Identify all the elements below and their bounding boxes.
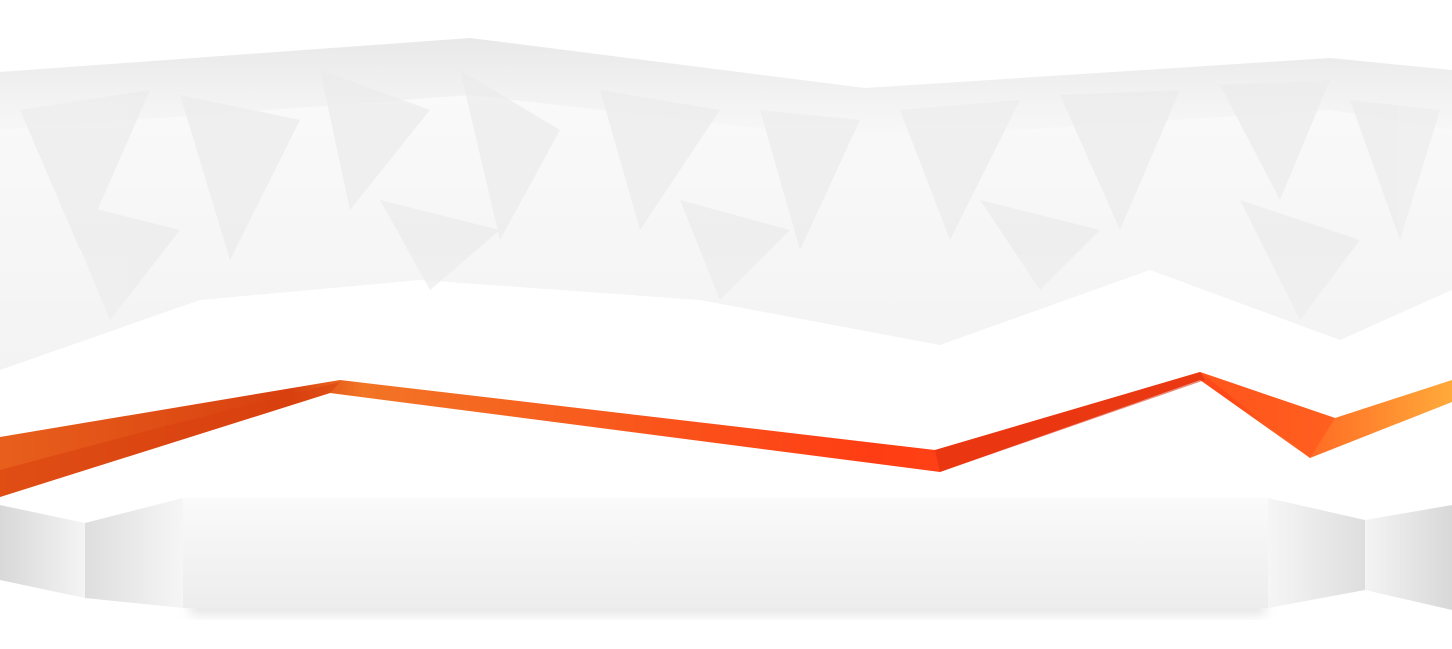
orange-ribbon xyxy=(0,372,1452,497)
pedestal xyxy=(0,498,1452,614)
polygon-banner xyxy=(0,38,1452,370)
banner-facets xyxy=(20,70,1440,320)
